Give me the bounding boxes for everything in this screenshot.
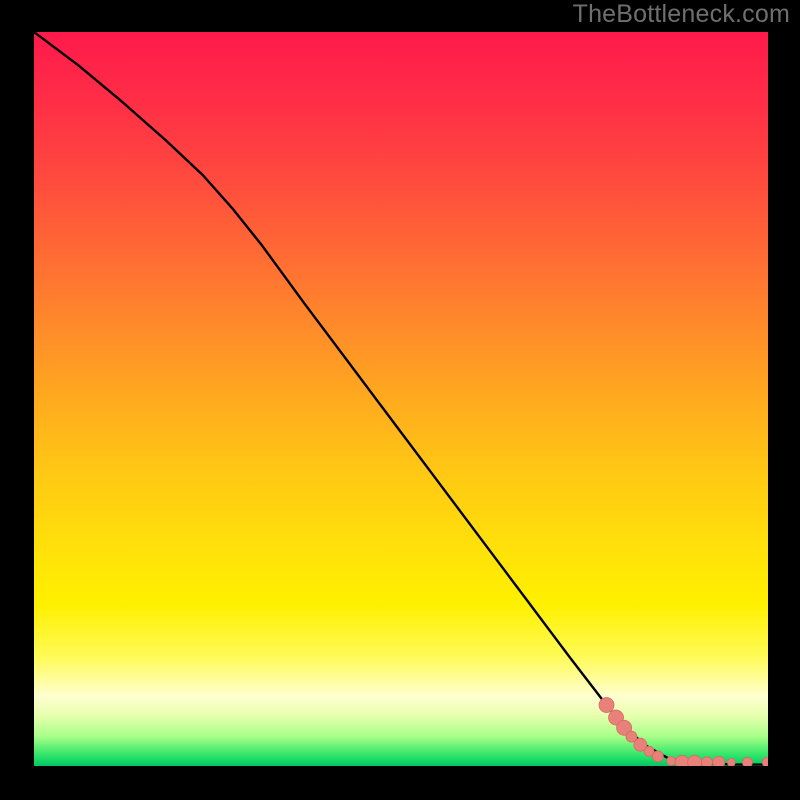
chart-frame: TheBottleneck.com — [0, 0, 800, 800]
marker-point — [702, 757, 713, 766]
marker-point — [652, 751, 663, 762]
marker-point — [713, 756, 725, 766]
chart-svg — [34, 32, 768, 766]
marker-point — [688, 755, 702, 766]
attribution-text: TheBottleneck.com — [573, 0, 790, 29]
marker-point — [742, 757, 752, 766]
marker-point — [727, 758, 735, 766]
gradient-background — [34, 32, 768, 766]
marker-point — [667, 756, 676, 765]
plot-area — [34, 32, 768, 766]
marker-point — [599, 698, 614, 713]
marker-point — [675, 755, 689, 766]
